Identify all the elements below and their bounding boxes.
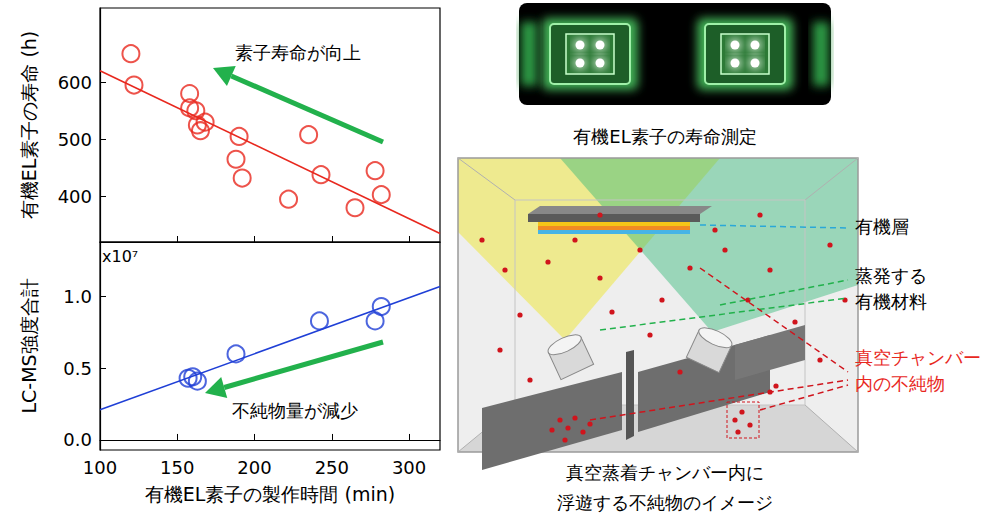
svg-text:有機材料: 有機材料 — [855, 291, 927, 312]
svg-text:150: 150 — [160, 457, 194, 478]
svg-text:素子寿命が向上: 素子寿命が向上 — [235, 42, 361, 63]
svg-text:200: 200 — [237, 457, 271, 478]
svg-text:600: 600 — [58, 72, 92, 93]
svg-text:真空蒸着チャンバー内に: 真空蒸着チャンバー内に — [566, 462, 764, 483]
svg-text:有機層: 有機層 — [855, 216, 909, 237]
svg-text:1.0: 1.0 — [63, 286, 92, 307]
svg-text:蒸発する: 蒸発する — [855, 265, 927, 286]
svg-text:0.0: 0.0 — [63, 429, 92, 450]
svg-text:内の不純物: 内の不純物 — [855, 373, 945, 394]
svg-text:浮遊する不純物のイメージ: 浮遊する不純物のイメージ — [557, 492, 773, 513]
svg-text:有機EL素子の寿命測定: 有機EL素子の寿命測定 — [573, 126, 756, 147]
svg-text:0.5: 0.5 — [63, 358, 92, 379]
svg-text:x10⁷: x10⁷ — [102, 247, 138, 266]
svg-text:不純物量が減少: 不純物量が減少 — [232, 400, 358, 421]
svg-text:真空チャンバー: 真空チャンバー — [855, 347, 981, 368]
svg-text:有機EL素子の寿命 (h): 有機EL素子の寿命 (h) — [18, 31, 40, 220]
svg-text:500: 500 — [58, 129, 92, 150]
svg-text:LC-MS強度合計: LC-MS強度合計 — [18, 278, 40, 413]
svg-text:有機EL素子の製作時間 (min): 有機EL素子の製作時間 (min) — [145, 483, 395, 505]
svg-text:300: 300 — [392, 457, 426, 478]
svg-text:250: 250 — [315, 457, 349, 478]
svg-text:400: 400 — [58, 186, 92, 207]
svg-text:100: 100 — [83, 457, 117, 478]
